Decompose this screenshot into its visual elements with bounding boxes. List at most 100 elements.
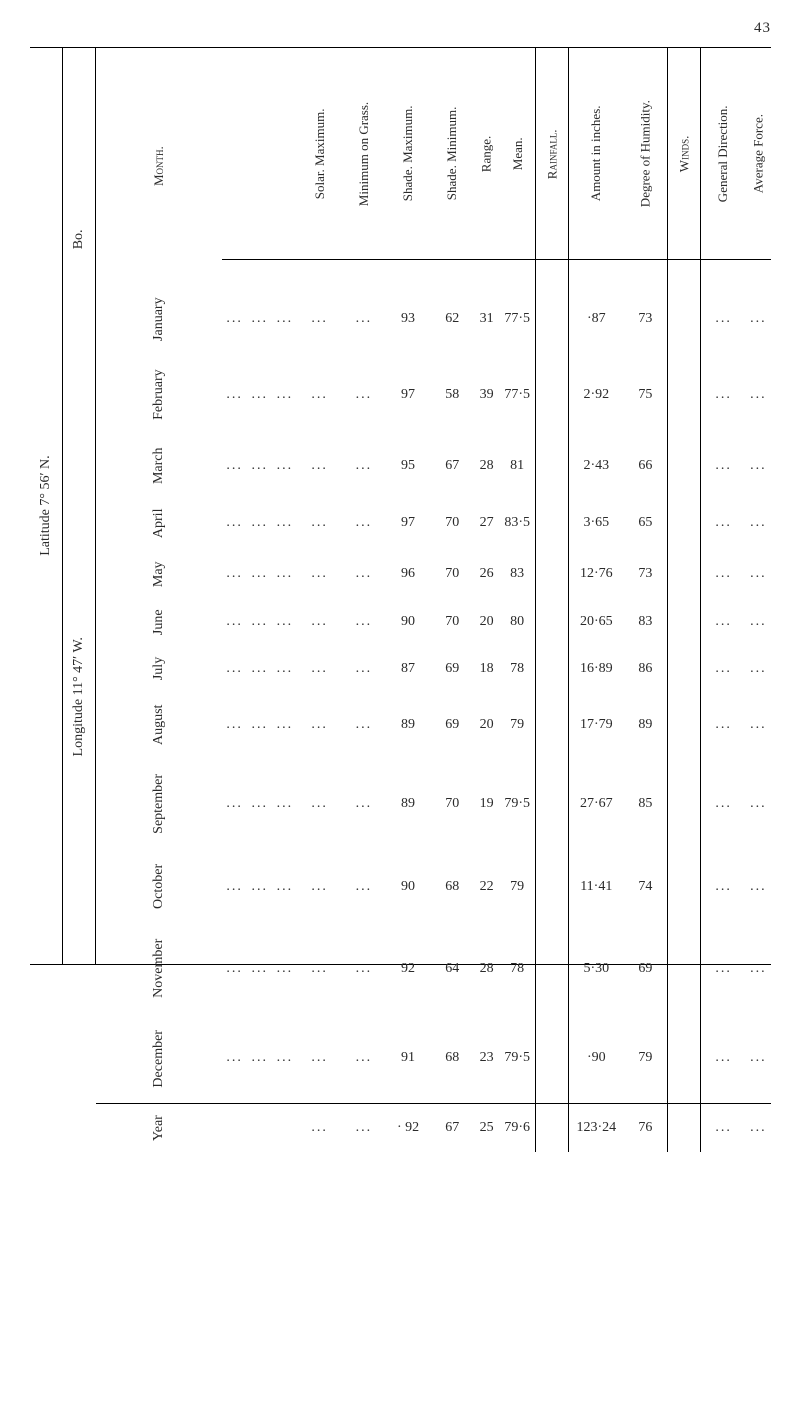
cell-gen_dir: ... [701,435,746,497]
rainfall-spacer [536,435,569,497]
month-label: August [96,691,222,758]
cell-shade_min: 67 [430,435,474,497]
cell-amount: 17·79 [569,691,623,758]
table-row: September...............89701979·527·678… [96,758,771,850]
cell-amount: 11·41 [569,850,623,923]
cell-mean: 79 [499,850,536,923]
table-row: April...............97702783·53·6565....… [96,497,771,550]
cell-min_grass: ... [342,691,386,758]
cell-avg_force: ... [746,758,771,850]
cell-min_grass: ... [342,1014,386,1104]
cell-avg_force: ... [746,1014,771,1104]
cell-range: 22 [474,850,499,923]
cell-solar_max: ... [298,284,342,355]
table-row: November...............926428785·3069...… [96,923,771,1014]
month-label: September [96,758,222,850]
cell-solar_max: ... [298,1014,342,1104]
cell-mean: 79 [499,691,536,758]
winds-spacer [668,646,701,691]
year-avg-force: ... [746,1104,771,1153]
month-label: December [96,1014,222,1104]
spacer-dots: ... [222,850,247,923]
table-row: May...............9670268312·7673...... [96,550,771,598]
table-row: July...............8769187816·8986...... [96,646,771,691]
cell-amount: 27·67 [569,758,623,850]
cell-deg_hum: 66 [623,435,668,497]
cell-shade_max: 87 [386,646,430,691]
spacer-dots: ... [222,435,247,497]
rainfall-spacer [536,646,569,691]
year-min-grass: ... [342,1104,386,1153]
month-label: April [96,497,222,550]
cell-amount: 5·30 [569,923,623,1014]
spacer-dots: ... [272,646,297,691]
spacer-dots: ... [247,497,272,550]
climate-data-table: Month. Solar. Maximum. Minimum on Grass.… [96,48,771,1152]
cell-amount: 3·65 [569,497,623,550]
spacer-dots: ... [272,923,297,1014]
spacer-dots: ... [222,550,247,598]
cell-shade_min: 68 [430,850,474,923]
spacer-dots: ... [247,550,272,598]
month-label: January [96,284,222,355]
cell-deg_hum: 85 [623,758,668,850]
cell-shade_max: 92 [386,923,430,1014]
year-solar-max: ... [298,1104,342,1153]
cell-deg_hum: 75 [623,355,668,435]
cell-shade_max: 90 [386,598,430,646]
rainfall-group-header: Rainfall. [536,48,569,259]
spacer-dots: ... [272,850,297,923]
rainfall-spacer [536,850,569,923]
cell-deg_hum: 65 [623,497,668,550]
spacer-dots: ... [247,1014,272,1104]
cell-shade_min: 68 [430,1014,474,1104]
winds-spacer [668,284,701,355]
cell-range: 20 [474,691,499,758]
page-number: 43 [30,20,771,37]
year-label: Year [96,1104,222,1153]
cell-gen_dir: ... [701,923,746,1014]
cell-solar_max: ... [298,598,342,646]
winds-spacer [668,355,701,435]
spacer-dots: ... [222,497,247,550]
cell-shade_max: 89 [386,691,430,758]
cell-gen_dir: ... [701,1014,746,1104]
table-row: February...............97583977·52·9275.… [96,355,771,435]
table-row: January...............93623177·5·8773...… [96,284,771,355]
cell-solar_max: ... [298,923,342,1014]
spacer-dots: ... [272,598,297,646]
rainfall-spacer [536,598,569,646]
cell-mean: 77·5 [499,355,536,435]
spacer-dots: ... [272,1014,297,1104]
cell-shade_max: 90 [386,850,430,923]
cell-amount: 2·92 [569,355,623,435]
cell-shade_min: 70 [430,758,474,850]
cell-deg_hum: 83 [623,598,668,646]
year-gen-dir: ... [701,1104,746,1153]
cell-mean: 78 [499,646,536,691]
cell-amount: ·87 [569,284,623,355]
cell-solar_max: ... [298,435,342,497]
spacer-dots: ... [272,284,297,355]
cell-deg_hum: 74 [623,850,668,923]
cell-range: 23 [474,1014,499,1104]
cell-shade_min: 58 [430,355,474,435]
winds-spacer [668,758,701,850]
cell-min_grass: ... [342,435,386,497]
cell-mean: 83 [499,550,536,598]
cell-gen_dir: ... [701,691,746,758]
cell-avg_force: ... [746,691,771,758]
cell-avg_force: ... [746,598,771,646]
cell-min_grass: ... [342,758,386,850]
longitude-caption: Longitude 11° 47′ W. [63,430,95,963]
rainfall-spacer [536,355,569,435]
cell-avg_force: ... [746,497,771,550]
cell-range: 28 [474,435,499,497]
cell-shade_max: 89 [386,758,430,850]
cell-mean: 78 [499,923,536,1014]
cell-deg_hum: 86 [623,646,668,691]
month-label: November [96,923,222,1014]
cell-solar_max: ... [298,355,342,435]
range-header: Range. [474,48,499,259]
spacer-dots: ... [272,497,297,550]
